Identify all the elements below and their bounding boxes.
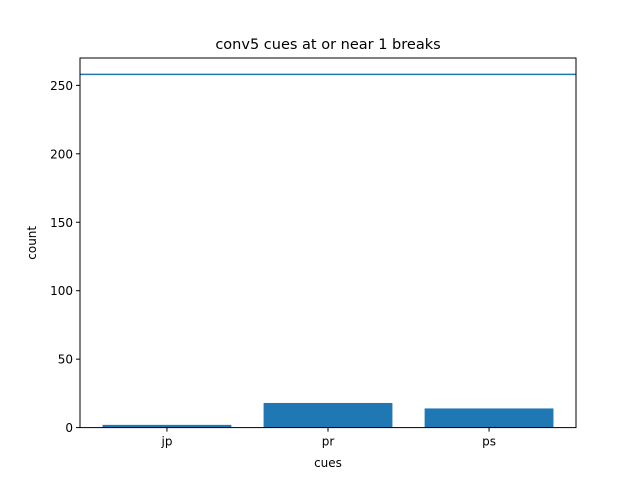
- y-axis-label: count: [25, 226, 39, 260]
- bars-layer: [102, 402, 554, 428]
- bar-ps: [424, 408, 554, 428]
- plot-frame: [79, 57, 577, 429]
- x-tick-label-pr: pr: [322, 435, 335, 449]
- y-tick-label-0: 0: [65, 421, 73, 435]
- y-tick-label-200: 200: [50, 147, 73, 161]
- x-tick-label-ps: ps: [482, 435, 496, 449]
- x-tick-label-jp: jp: [160, 435, 172, 449]
- bar-jp: [102, 424, 232, 428]
- y-tick-label-250: 250: [50, 79, 73, 93]
- x-axis-label: cues: [314, 456, 342, 470]
- y-axis-ticks: 0 50 100 150 200 250: [50, 79, 80, 435]
- y-tick-label-150: 150: [50, 216, 73, 230]
- bar-pr: [263, 402, 393, 428]
- y-tick-label-50: 50: [58, 353, 73, 367]
- chart-title: conv5 cues at or near 1 breaks: [215, 37, 440, 53]
- x-axis-ticks: jp pr ps: [160, 427, 496, 449]
- y-tick-label-100: 100: [50, 284, 73, 298]
